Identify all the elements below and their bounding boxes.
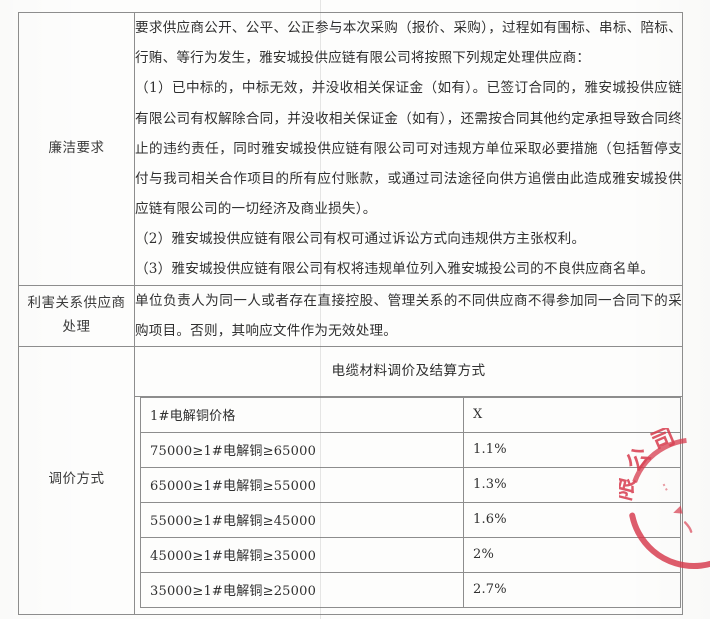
clause-table: 廉洁要求 要求供应商公开、公平、公正参与本次采购（报价、采购），过程如有围标、串… xyxy=(18,12,683,615)
table-row: 55000≥1#电解铜≥45000 1.6% xyxy=(140,501,681,538)
row-label-line: 调价方式 xyxy=(48,471,105,488)
price-table-title: 电缆材料调价及结算方式 xyxy=(135,347,682,397)
price-value-cell: 1.1% xyxy=(463,431,681,468)
price-value-cell: 1.6% xyxy=(463,501,681,538)
price-range-cell: 45000≥1#电解铜≥35000 xyxy=(140,536,464,573)
row-body-price-adjustment: 电缆材料调价及结算方式 1#电解铜价格 X 75000≥1#电解铜≥65000 xyxy=(134,345,683,615)
paragraph: （3）雅安城投供应链有限公司有权将违规单位列入雅安城投公司的不良供应商名单。 xyxy=(135,261,655,278)
row-label-line: 处理 xyxy=(62,318,91,335)
table-row: 45000≥1#电解铜≥35000 2% xyxy=(140,536,681,573)
price-range-cell: 1#电解铜价格 xyxy=(140,396,464,433)
row-label-line: 廉洁要求 xyxy=(48,139,105,156)
row-body-related-supplier-handling: 单位负责人为同一人或者存在直接控股、管理关系的不同供应商不得参加同一合同下的采购… xyxy=(134,284,683,347)
copper-price-adjustment-table: 1#电解铜价格 X 75000≥1#电解铜≥65000 1.1% 65000≥1… xyxy=(140,396,681,608)
table-row: 65000≥1#电解铜≥55000 1.3% xyxy=(140,466,681,503)
paragraph: （2）雅安城投供应链有限公司有权可通过诉讼方式向违规供方主张权利。 xyxy=(135,231,586,248)
row-body-integrity-requirements: 要求供应商公开、公平、公正参与本次采购（报价、采购），过程如有围标、串标、陪标、… xyxy=(134,12,683,286)
price-range-cell: 35000≥1#电解铜≥25000 xyxy=(140,571,464,608)
table-row: 1#电解铜价格 X xyxy=(140,396,681,433)
price-range-cell: 55000≥1#电解铜≥45000 xyxy=(140,501,464,538)
price-value-cell: X xyxy=(463,396,681,433)
row-label-line: 利害关系供应商 xyxy=(27,295,126,312)
table-row-integrity-requirements: 廉洁要求 要求供应商公开、公平、公正参与本次采购（报价、采购），过程如有围标、串… xyxy=(18,12,683,286)
paragraph: 要求供应商公开、公平、公正参与本次采购（报价、采购），过程如有围标、串标、陪标、… xyxy=(135,20,682,67)
price-value-cell: 2% xyxy=(463,536,681,573)
paragraph: （1）已中标的，中标无效，并没收相关保证金（如有）。已签订合同的，雅安城投供应链… xyxy=(135,80,682,218)
table-row: 35000≥1#电解铜≥25000 2.7% xyxy=(140,571,681,608)
price-range-cell: 75000≥1#电解铜≥65000 xyxy=(140,431,464,468)
table-row-price-adjustment: 调价方式 电缆材料调价及结算方式 1#电解铜价格 X 7 xyxy=(18,345,683,615)
price-range-cell: 65000≥1#电解铜≥55000 xyxy=(140,466,464,503)
table-row-related-supplier-handling: 利害关系供应商 处理 单位负责人为同一人或者存在直接控股、管理关系的不同供应商不… xyxy=(18,284,683,347)
row-label-price-adjustment: 调价方式 xyxy=(18,345,135,615)
table-row: 75000≥1#电解铜≥65000 1.1% xyxy=(140,431,681,468)
price-value-cell: 2.7% xyxy=(463,571,681,608)
row-label-related-supplier-handling: 利害关系供应商 处理 xyxy=(18,284,135,347)
price-table-wrap: 1#电解铜价格 X 75000≥1#电解铜≥65000 1.1% 65000≥1… xyxy=(135,396,682,614)
price-value-cell: 1.3% xyxy=(463,466,681,503)
row-label-integrity-requirements: 廉洁要求 xyxy=(18,12,135,286)
paragraph: 单位负责人为同一人或者存在直接控股、管理关系的不同供应商不得参加同一合同下的采购… xyxy=(135,292,682,339)
